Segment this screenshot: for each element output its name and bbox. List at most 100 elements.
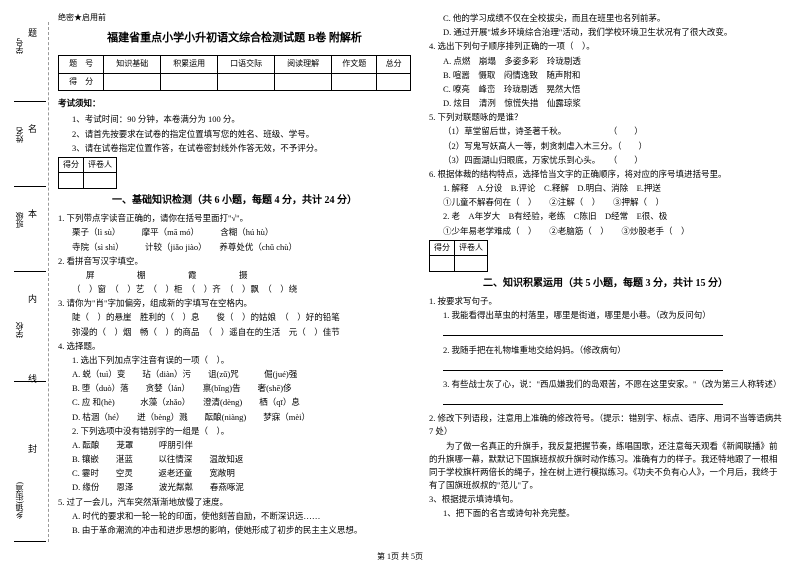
c2-q5a: （1）草堂留后世，诗圣著千秋。 （ ） [429, 125, 782, 138]
s2-q2p: 为了做一名真正的升旗手，我反复把握节奏，练唱国歌，还注意每天观看《新闻联播》前的… [429, 440, 782, 493]
section1-title: 一、基础知识检测（共 6 小题，每题 4 分，共计 24 分） [58, 193, 411, 209]
side-char-5: 线 [28, 372, 37, 385]
s2-q3-1: 1、把下面的名言或诗句补充完整。 [429, 507, 782, 520]
c2-q4a: A. 点燃 崩塌 多姿多彩 玲珑剔透 [429, 55, 782, 68]
q4-1: 1. 选出下列加点字注音有误的一项（ ）。 [58, 354, 411, 367]
q3: 3. 请你为"肖"字加偏旁，组成新的字填写在空格内。 [58, 297, 411, 310]
side-label-town: 乡镇(街道) [14, 482, 25, 519]
side-char-3: 本 [28, 207, 37, 220]
c2-q6-1a: ①儿童不解春何在（ ） ②注解（ ） ③押解（ ） [429, 196, 782, 209]
main-content: 绝密★启用前 福建省重点小学小升初语文综合检测试题 B卷 附解析 题 号 知识基… [52, 12, 782, 557]
side-char-4: 内 [28, 292, 37, 305]
c2-d: D. 通过开展"城乡环境综合治理"活动，我们学校环境卫生状况有了很大改变。 [429, 26, 782, 39]
s2-q1-1: 1. 我能看得出草虫的村落里，哪里是街道，哪里是小巷。（改为反问句） [429, 309, 782, 322]
exam-page: 学号 题 姓名 名 班级 本 内 学校 线 封 乡镇(街道) 绝密★启用前 福建… [0, 0, 800, 565]
answer-line[interactable] [443, 395, 723, 405]
side-char-6: 封 [28, 442, 37, 455]
q6a: A. 时代的要求和一轮一轮的印面，使他刻苦自励，不断深识远…… [58, 510, 411, 523]
score-table: 题 号 知识基础 积累运用 口语交际 阅读理解 作文题 总分 得 分 [58, 55, 411, 91]
secret-mark: 绝密★启用前 [58, 12, 411, 24]
notice-2: 2、请首先按要求在试卷的指定位置填写您的姓名、班级、学号。 [58, 128, 411, 141]
column-left: 绝密★启用前 福建省重点小学小升初语文综合检测试题 B卷 附解析 题 号 知识基… [58, 12, 411, 557]
side-char-2: 名 [28, 122, 37, 135]
score-cell[interactable] [377, 73, 411, 90]
s2-q1: 1. 按要求写句子。 [429, 295, 782, 308]
c2-q6-2a: ①少年易老学难成（ ） ②老脑筋（ ） ③炒股老手（ ） [429, 225, 782, 238]
mini-c1: 得分 [59, 157, 84, 172]
notice-head: 考试须知： [58, 97, 411, 110]
mini-c2: 评卷人 [84, 157, 117, 172]
score-cell[interactable] [332, 73, 377, 90]
grader-table-2: 得分评卷人 [429, 240, 488, 272]
q5: 5. 过了一会儿，汽车突然渐渐地放慢了速度。 [58, 496, 411, 509]
exam-title: 福建省重点小学小升初语文综合检测试题 B卷 附解析 [58, 30, 411, 47]
q3a: 陡（ ）的悬崖 胜利的（ ）息 俊（ ）的姑娘 （ ）好的铅笔 [58, 311, 411, 324]
c2-q4d: D. 炫目 清洌 惊慌失措 仙露琼浆 [429, 97, 782, 110]
s2-q1-2: 2. 我随手把在礼物堆重地交给妈妈。（修改病句） [429, 344, 782, 357]
c2-q4b: B. 喧嚣 慑取 闷情逸致 随声附和 [429, 69, 782, 82]
score-h4: 口语交际 [218, 56, 275, 73]
c2-q5b: （2）写鬼写妖高人一等，刺贪刺虐入木三分。（ ） [429, 140, 782, 153]
fold-dash-line [48, 22, 49, 542]
q1: 1. 下列带点字读音正确的，请你在括号里面打"√"。 [58, 212, 411, 225]
score-cell[interactable] [275, 73, 332, 90]
score-h5: 阅读理解 [275, 56, 332, 73]
side-input-id[interactable] [14, 72, 46, 102]
score-h3: 积累运用 [161, 56, 218, 73]
mini-blank[interactable] [455, 256, 488, 271]
c2-q4: 4. 选出下列句子顺序排列正确的一项（ ）。 [429, 40, 782, 53]
score-h2: 知识基础 [104, 56, 161, 73]
q4-1d: D. 枯涸（hé） 迸（bèng）溅 酝酿(niàng) 梦寐（mèi） [58, 411, 411, 424]
q2b: （ ）窗 （ ）艺 （ ）柜 （ ）齐 （ ）飘 （ ）绕 [58, 283, 411, 296]
c2-q4c: C. 嘹亮 峰峦 玲珑剔透 晃然大悟 [429, 83, 782, 96]
s2-q2: 2. 修改下列语段，注意用上准确的修改符号。（提示：错别字、标点、语序、用词不当… [429, 412, 782, 438]
column-right: C. 他的学习成绩不仅在全校拔尖，而且在班里也名列前茅。 D. 通过开展"城乡环… [429, 12, 782, 557]
side-input-class[interactable] [14, 242, 46, 272]
side-input-town[interactable] [14, 522, 46, 542]
answer-line[interactable] [443, 326, 723, 336]
mini-blank[interactable] [59, 173, 84, 188]
score-cell[interactable] [218, 73, 275, 90]
c2-q6-1: 1. 解释 A.分设 B.评论 C.释解 D.明白、消除 E.押送 [429, 182, 782, 195]
q4-2c: C. 霎时 空灵 返老还童 宽敞明 [58, 467, 411, 480]
q6b: B. 由于革命潮流的冲击和进步思想的影响，使她形成了初步的民主主义思想。 [58, 524, 411, 537]
notice-1: 1、考试时间：90 分钟，本卷满分为 100 分。 [58, 113, 411, 126]
c2-q6-2: 2. 老 A年岁大 B有经验，老练 C陈旧 D经常 E很、极 [429, 210, 782, 223]
score-h6: 作文题 [332, 56, 377, 73]
mini-blank[interactable] [430, 256, 455, 271]
section2-title: 二、知识积累运用（共 5 小题，每题 3 分，共计 15 分） [429, 276, 782, 292]
c2-q5c: （3）四面湖山归眼底，万家忧乐到心头。 （ ） [429, 154, 782, 167]
answer-line[interactable] [443, 361, 723, 371]
q4: 4. 选择题。 [58, 340, 411, 353]
q4-2d: D. 缘份 恩泽 波光粼粼 春燕啄泥 [58, 481, 411, 494]
q4-2b: B. 镶嵌 湛蓝 以往情深 温故知返 [58, 453, 411, 466]
score-r2: 得 分 [59, 73, 104, 90]
grader-table: 得分评卷人 [58, 157, 117, 189]
q4-1a: A. 蜕（tuì）变 玷（diàn）污 诅(zǔ)咒 倔(jué)强 [58, 368, 411, 381]
q4-2a: A. 酝酿 茏罩 呼朋引伴 [58, 439, 411, 452]
q4-2: 2. 下列选项中没有错别字的一组是（ ）。 [58, 425, 411, 438]
mini-blank[interactable] [84, 173, 117, 188]
side-label-school: 学校 [14, 322, 25, 338]
q4-1c: C. 应 和(hè) 水藻（zhǎo） 澄清(dèng) 栖（qī）息 [58, 396, 411, 409]
q4-1b: B. 堕（duò）落 贪婪（lán） 禀(bǐng)告 奢(shē)侈 [58, 382, 411, 395]
q2a: 屏 棚 霞 摄 [58, 269, 411, 282]
q1b: 寺院（sì shì） 计较（jiǎo jiào） 养尊处优（chǔ chù） [58, 241, 411, 254]
mini-c2b: 评卷人 [455, 240, 488, 255]
s2-q1-3: 3. 有些战士灰了心，说："西瓜嫌我们的岛艰苦，不愿在这里安家。"（改为第三人称… [429, 378, 782, 391]
mini-c1b: 得分 [430, 240, 455, 255]
s2-q3: 3、根据提示填诗填句。 [429, 493, 782, 506]
c2-c: C. 他的学习成绩不仅在全校拔尖，而且在班里也名列前茅。 [429, 12, 782, 25]
side-label-class: 班级 [14, 212, 25, 228]
page-footer: 第 1页 共 5页 [0, 551, 800, 562]
notice-3: 3、请在试卷指定位置作答，在试卷密封线外作答无效，不予评分。 [58, 142, 411, 155]
side-label-name: 姓名 [14, 127, 25, 143]
q1a: 栗子（lì sù） 摩平（mā mó） 含糊（hú hù） [58, 226, 411, 239]
score-cell[interactable] [104, 73, 161, 90]
score-h1: 题 号 [59, 56, 104, 73]
side-label-id: 学号 [14, 38, 25, 54]
c2-q6: 6. 根据体裁的结构特点，选择恰当文字的正确顺序，将对应的序号填进括号里。 [429, 168, 782, 181]
q2: 2. 看拼音写汉字填空。 [58, 255, 411, 268]
score-cell[interactable] [161, 73, 218, 90]
side-input-name[interactable] [14, 157, 46, 187]
